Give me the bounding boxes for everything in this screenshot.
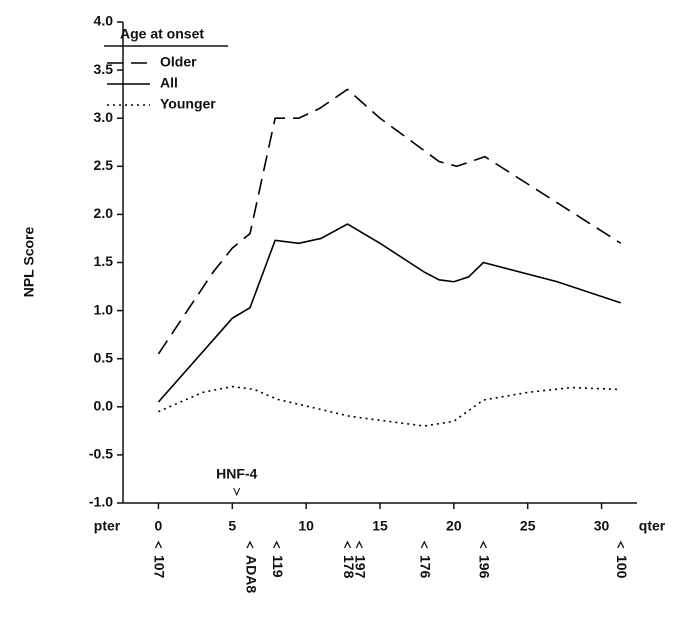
marker-label: 196 (477, 555, 493, 579)
series-line (157, 223, 622, 403)
marker-label: 197 (353, 555, 369, 579)
marker-label: 178 (341, 555, 357, 579)
annotation-caret (233, 487, 241, 497)
annotation: HNF-4 (216, 466, 257, 482)
y-axis-label: NPL Score (21, 227, 37, 298)
marker-label: 100 (614, 555, 630, 579)
y-tick-label: -1.0 (89, 494, 113, 510)
x-end-label: qter (639, 518, 666, 534)
marker-caret (617, 540, 625, 549)
y-tick-label: 2.0 (94, 205, 114, 221)
y-tick-label: 1.5 (94, 253, 114, 269)
y-tick-label: -0.5 (89, 446, 113, 462)
marker-caret (355, 540, 363, 549)
legend-label: Younger (160, 96, 216, 112)
series-line (157, 88, 622, 355)
x-tick-label: 30 (594, 518, 610, 534)
marker-label: ADA8 (243, 555, 259, 593)
marker-caret (343, 540, 352, 549)
y-tick-label: 4.0 (94, 13, 114, 29)
y-tick-label: 3.0 (94, 109, 114, 125)
x-tick-label: 5 (228, 518, 236, 534)
y-tick-label: 1.0 (94, 301, 114, 317)
marker-caret (246, 540, 254, 549)
x-tick-label: 10 (298, 518, 314, 534)
marker-caret (479, 540, 487, 549)
marker-label: 176 (418, 555, 434, 579)
marker-caret (273, 540, 281, 549)
marker-caret (154, 540, 163, 549)
y-tick-label: 3.5 (94, 61, 114, 77)
legend-title: Age at onset (120, 26, 204, 42)
y-tick-label: 0.5 (94, 349, 114, 365)
marker-label: 107 (152, 555, 168, 579)
y-tick-label: 2.5 (94, 157, 114, 173)
marker-label: 119 (270, 555, 286, 578)
x-tick-label: 0 (155, 518, 163, 534)
legend-label: All (160, 75, 178, 91)
legend-label: Older (160, 54, 197, 70)
x-tick-label: 15 (372, 518, 388, 534)
marker-caret (420, 540, 428, 549)
x-start-label: pter (94, 518, 121, 534)
x-tick-label: 20 (446, 518, 462, 534)
series-line (158, 385, 621, 427)
x-tick-label: 25 (520, 518, 536, 534)
y-tick-label: 0.0 (94, 398, 114, 414)
